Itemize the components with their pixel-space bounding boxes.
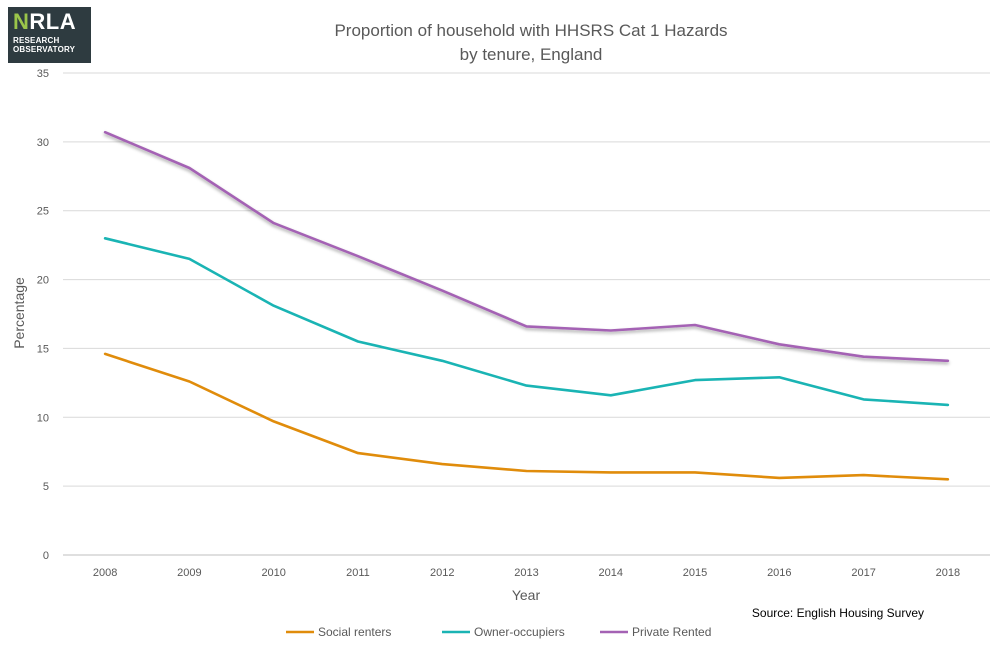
y-tick-label-30: 30	[37, 137, 49, 149]
series-line-private-rented	[103, 130, 950, 363]
logo-letter-n: N	[13, 9, 30, 34]
logo-line-observatory: OBSERVATORY	[13, 45, 76, 54]
logo-letters-rla: RLA	[29, 9, 77, 34]
y-axis-label: Percentage	[11, 277, 27, 349]
x-tick-label-2010: 2010	[261, 567, 285, 579]
legend: Social renters Owner-occupiers Private Ren…	[286, 625, 711, 639]
x-tick-label-2018: 2018	[936, 567, 960, 579]
x-tick-label-2016: 2016	[767, 567, 791, 579]
x-tick-label-2015: 2015	[683, 567, 707, 579]
x-tick-label-2008: 2008	[93, 567, 117, 579]
logo-line-research: RESEARCH	[13, 36, 60, 45]
y-tick-label-25: 25	[37, 206, 49, 218]
y-tick-label-10: 10	[37, 412, 49, 424]
logo-wordmark: NRLA	[13, 11, 86, 33]
series-lines	[103, 130, 950, 481]
y-tick-label-15: 15	[37, 343, 49, 355]
x-tick-label-2011: 2011	[346, 567, 370, 579]
legend-label-owner-occupiers: Owner-occupiers	[474, 625, 565, 639]
y-tick-label-5: 5	[43, 481, 49, 493]
y-tick-label-20: 20	[37, 275, 49, 287]
x-tick-label-2017: 2017	[851, 567, 875, 579]
nrla-logo: NRLA RESEARCH OBSERVATORY	[8, 7, 91, 63]
x-tick-labels: 2008 2009 2010 2011 2012 2013 2014 2015 2016 2017…	[93, 567, 960, 579]
x-tick-label-2009: 2009	[177, 567, 201, 579]
x-tick-label-2013: 2013	[514, 567, 538, 579]
chart-title-line1: Proportion of household with HHSRS Cat 1…	[334, 21, 728, 40]
x-tick-label-2012: 2012	[430, 567, 454, 579]
legend-label-private-rented: Private Rented	[632, 625, 711, 639]
x-axis-label: Year	[512, 587, 541, 603]
x-tick-label-2014: 2014	[599, 567, 623, 579]
series-line-social-renters	[103, 352, 950, 481]
y-tick-labels: 0 5 10 15 20 25 30 35	[37, 68, 49, 562]
legend-label-social-renters: Social renters	[318, 625, 391, 639]
chart-title-line2: by tenure, England	[459, 45, 603, 64]
y-tick-label-35: 35	[37, 68, 49, 80]
gridlines	[63, 72, 990, 556]
y-tick-label-0: 0	[43, 550, 49, 562]
source-note: Source: English Housing Survey	[751, 606, 924, 620]
series-line-owner-occupiers	[103, 237, 950, 407]
